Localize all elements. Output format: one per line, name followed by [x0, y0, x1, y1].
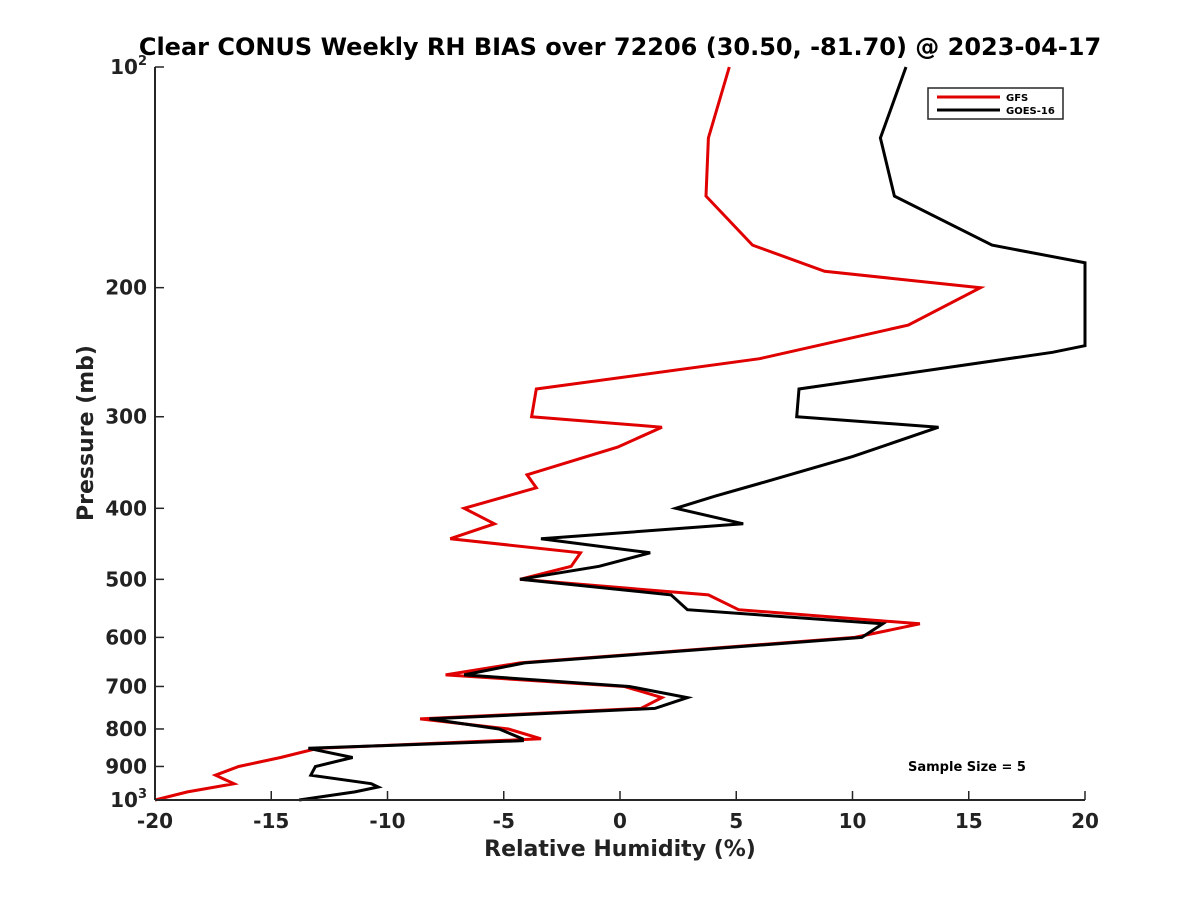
- x-axis-label: Relative Humidity (%): [484, 837, 756, 862]
- y-ticks: 102 200 300 400 500 600 700 800 900 103: [105, 54, 164, 812]
- legend-box: [927, 87, 1064, 120]
- y-tick-label: 103: [110, 787, 147, 812]
- y-tick-label: 200: [105, 276, 147, 300]
- x-tick-label: 15: [955, 809, 983, 833]
- x-tick-label: 5: [729, 809, 743, 833]
- x-ticks: -20 -15 -10 -5 0 5 10 15 20: [137, 791, 1099, 833]
- series-layer: [154, 66, 1087, 802]
- legend: GFS GOES-16: [927, 87, 1064, 120]
- y-tick-label: 300: [105, 405, 147, 429]
- y-tick-label: 400: [105, 496, 147, 520]
- y-tick-label: 102: [110, 54, 147, 79]
- x-tick-label: -20: [137, 809, 173, 833]
- y-tick-label: 500: [105, 567, 147, 591]
- x-tick-label: -15: [253, 809, 289, 833]
- x-tick-label: 0: [613, 809, 627, 833]
- x-tick-label: 20: [1071, 809, 1099, 833]
- y-tick-label: 900: [105, 754, 147, 778]
- series-line-1: [298, 66, 1087, 802]
- y-tick-label: 700: [105, 674, 147, 698]
- sample-size-annotation: Sample Size = 5: [908, 760, 1026, 775]
- y-axis-label: Pressure (mb): [74, 345, 99, 521]
- x-tick-label: 10: [839, 809, 867, 833]
- legend-label-goes-16: GOES-16: [1006, 106, 1055, 117]
- y-tick-label: 800: [105, 717, 147, 741]
- legend-label-gfs: GFS: [1006, 93, 1028, 104]
- y-tick-label: 600: [105, 625, 147, 649]
- x-tick-label: -5: [493, 809, 515, 833]
- plot-area: [155, 67, 1085, 800]
- x-tick-label: -10: [369, 809, 405, 833]
- chart-title: Clear CONUS Weekly RH BIAS over 72206 (3…: [139, 33, 1101, 61]
